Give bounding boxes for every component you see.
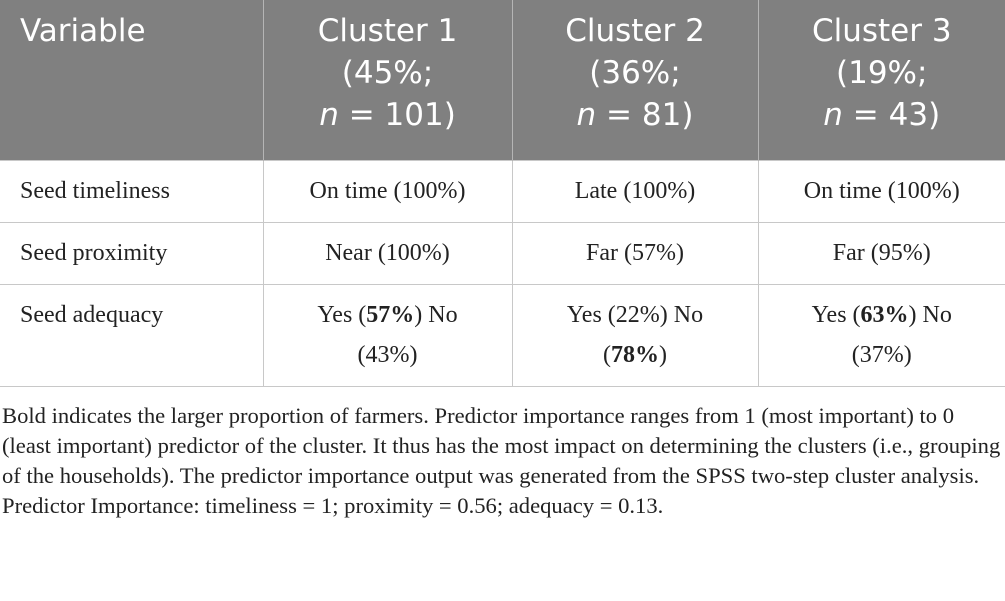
text-run: (19%; xyxy=(836,55,928,91)
cell-line: On time (100%) xyxy=(272,171,504,211)
header-cell: Cluster 3 (19%; n = 43) xyxy=(757,0,1005,160)
cell-line: Yes (57%) No xyxy=(272,295,504,335)
cell-line: (78%) xyxy=(521,335,750,375)
cell-line: On time (100%) xyxy=(767,171,998,211)
cell-line: Variable xyxy=(20,10,253,52)
cell-line: Cluster 1 xyxy=(274,10,502,52)
text-run: On time (100%) xyxy=(309,177,466,204)
text-run: On time (100%) xyxy=(803,177,960,204)
text-run: (37%) xyxy=(851,341,912,368)
table-row: Seed adequacy Yes (57%) No (43%) Yes (22%) … xyxy=(0,283,1005,387)
text-run: Seed proximity xyxy=(20,239,168,266)
table-cell: Late (100%) xyxy=(511,159,759,223)
table-cell: Yes (57%) No (43%) xyxy=(262,283,513,387)
text-run: = 81) xyxy=(596,97,694,133)
text-run: (36%; xyxy=(589,55,681,91)
text-run: Late (100%) xyxy=(574,177,696,204)
text-run: Seed adequacy xyxy=(20,301,164,328)
cell-line: (37%) xyxy=(767,335,998,375)
table-cell: Near (100%) xyxy=(262,221,513,285)
text-run: n xyxy=(823,97,843,133)
text-run: ( xyxy=(603,341,611,368)
cell-line: Cluster 3 xyxy=(769,10,996,52)
header-cell: Cluster 1 (45%; n = 101) xyxy=(262,0,512,160)
cell-line: Late (100%) xyxy=(521,171,750,211)
footnote: Bold indicates the larger proportion of … xyxy=(2,402,1001,518)
text-run: (45%; xyxy=(341,55,434,91)
text-run: Cluster 1 xyxy=(317,13,458,49)
header-row: Variable Cluster 1 (45%; n = 101) Cluster 2(… xyxy=(0,0,1005,160)
text-run: = 101) xyxy=(338,97,456,133)
cell-line: n = 81) xyxy=(523,94,748,136)
text-run: ) xyxy=(659,341,667,368)
cell-line: Seed timeliness xyxy=(20,171,255,211)
table-cell: Seed proximity xyxy=(0,221,264,285)
table-cell: Seed timeliness xyxy=(0,159,264,223)
text-run: n xyxy=(576,97,597,133)
text-run: Seed timeliness xyxy=(20,177,170,204)
cell-line: (45%; xyxy=(274,52,502,94)
cell-line: Seed adequacy xyxy=(20,295,255,335)
cell-line: Far (95%) xyxy=(767,233,998,273)
text-run: Yes ( xyxy=(811,301,861,328)
cell-line: (36%; xyxy=(523,52,748,94)
text-run: Cluster 3 xyxy=(811,13,952,49)
header-cell: Cluster 2 (36%; n = 81) xyxy=(511,0,758,160)
text-run: 57% xyxy=(366,301,415,328)
cell-line: (43%) xyxy=(272,335,504,375)
text-run: ) No xyxy=(414,301,458,328)
table-body: Seed timeliness On time (100%) Late (100%)… xyxy=(0,159,1005,387)
text-run: Variable xyxy=(20,13,146,49)
table-cell: Far (95%) xyxy=(757,221,1005,285)
cell-line: Seed proximity xyxy=(20,233,255,273)
text-run: (43%) xyxy=(357,341,418,368)
table-row: Seed proximity Near (100%) Far (57%) Far (9… xyxy=(0,221,1005,285)
text-run: ) No xyxy=(908,301,952,328)
header-cell: Variable xyxy=(0,0,263,160)
cell-line: Far (57%) xyxy=(521,233,750,273)
text-run: Near (100%) xyxy=(325,239,450,266)
cell-line: n = 43) xyxy=(769,94,996,136)
data-table: Variable Cluster 1 (45%; n = 101) Cluster 2(… xyxy=(0,0,1005,387)
text-run: n xyxy=(319,97,339,133)
text-run: 78% xyxy=(611,341,659,368)
table-cell: Yes (63%) No (37%) xyxy=(757,283,1005,387)
table-cell: Seed adequacy xyxy=(0,283,264,387)
table-cell: On time (100%) xyxy=(262,159,513,223)
text-run: 63% xyxy=(860,301,909,328)
text-run: Far (95%) xyxy=(832,239,931,266)
text-run: Yes (22%) No xyxy=(566,301,704,328)
text-run: Yes ( xyxy=(317,301,367,328)
cell-line: Yes (63%) No xyxy=(767,295,998,335)
table-cell: Far (57%) xyxy=(511,221,759,285)
table-cell: On time (100%) xyxy=(757,159,1005,223)
text-run: Cluster 2 xyxy=(565,13,705,49)
table-cell: Yes (22%) No (78%) xyxy=(511,283,759,387)
cell-line: (19%; xyxy=(769,52,996,94)
table-row: Seed timeliness On time (100%) Late (100%)… xyxy=(0,159,1005,223)
cell-line: Near (100%) xyxy=(272,233,504,273)
text-run: Far (57%) xyxy=(586,239,684,266)
text-run: = 43) xyxy=(842,97,941,133)
cell-line: Cluster 2 xyxy=(523,10,748,52)
cell-line: Yes (22%) No xyxy=(521,295,750,335)
cell-line: n = 101) xyxy=(274,94,502,136)
